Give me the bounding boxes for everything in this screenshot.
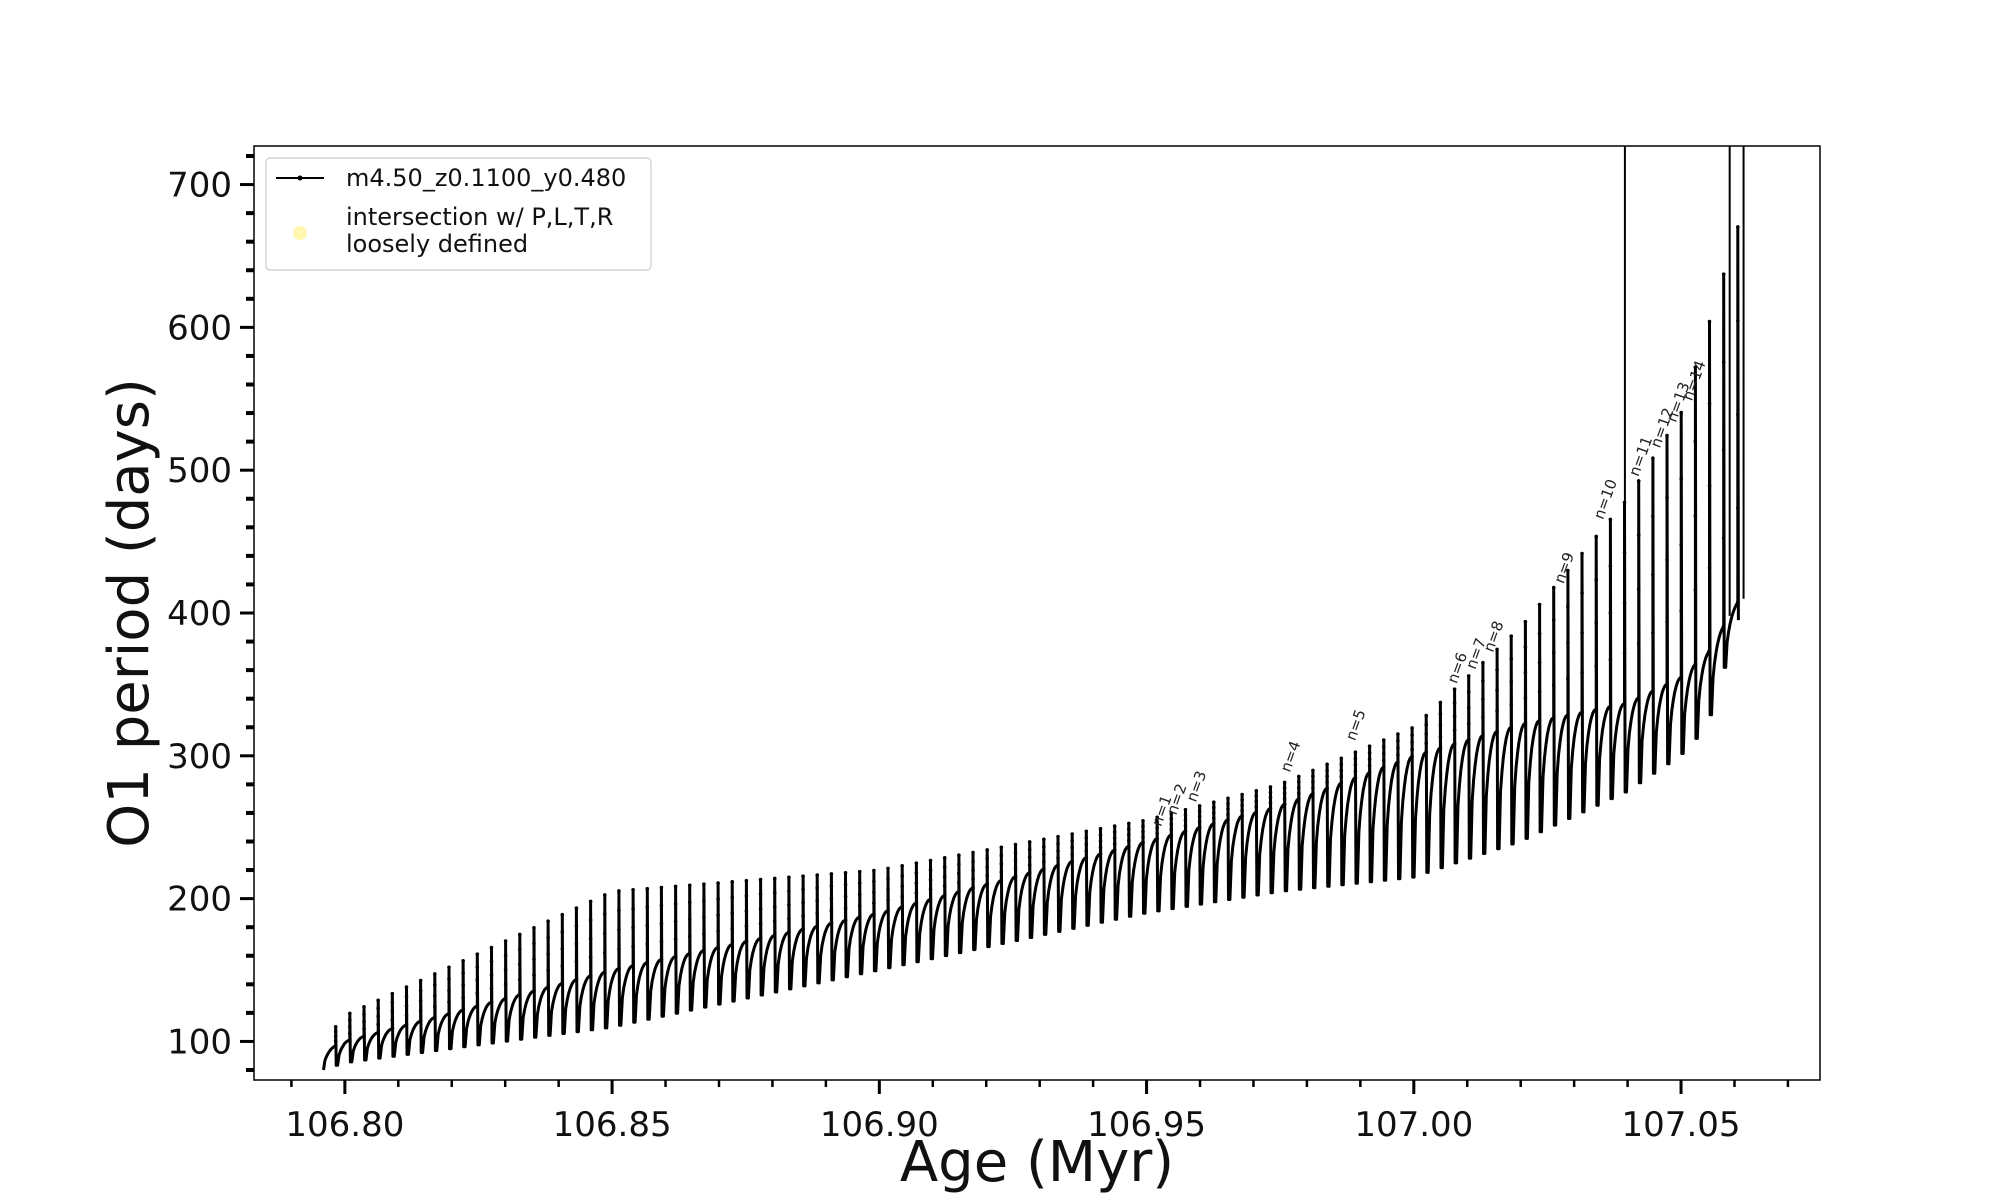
annotations-group: n=1n=2n=3n=4n=5n=6n=7n=8n=9n=10n=11n=12n… bbox=[1148, 358, 1710, 828]
x-tick-label: 107.05 bbox=[1622, 1105, 1741, 1145]
x-axis-label: Age (Myr) bbox=[900, 1130, 1174, 1195]
pulse-annotation: n=10 bbox=[1590, 477, 1621, 522]
legend-intersection-label-line2: loosely defined bbox=[346, 230, 528, 258]
y-tick-label: 600 bbox=[167, 308, 232, 348]
y-tick-label: 400 bbox=[167, 594, 232, 634]
pulse-annotation: n=8 bbox=[1480, 618, 1508, 654]
series-line-m4.50_z0.1100_y0.480 bbox=[322, 225, 1740, 1071]
legend-series-label: m4.50_z0.1100_y0.480 bbox=[346, 164, 626, 192]
x-tick-label: 106.80 bbox=[285, 1105, 404, 1145]
legend-intersection-marker bbox=[293, 226, 307, 240]
x-tick-label: 107.00 bbox=[1354, 1105, 1473, 1145]
x-tick-label: 106.85 bbox=[553, 1105, 672, 1145]
plot-frame bbox=[253, 145, 1821, 1081]
x-tick-label: 106.90 bbox=[820, 1105, 939, 1145]
y-tick-label: 300 bbox=[167, 737, 232, 777]
legend-line-dot bbox=[297, 175, 303, 181]
pulse-annotation: n=14 bbox=[1679, 358, 1710, 403]
x-tick-label: 106.95 bbox=[1087, 1105, 1206, 1145]
pulse-annotation: n=5 bbox=[1342, 707, 1370, 743]
y-axis-label: O1 period (days) bbox=[97, 378, 162, 848]
legend: m4.50_z0.1100_y0.480 intersection w/ P,L… bbox=[265, 157, 652, 271]
y-tick-label: 100 bbox=[167, 1022, 232, 1062]
y-axis: 100 200 300 400 500 600 700 bbox=[167, 153, 254, 1073]
y-tick-label: 700 bbox=[167, 166, 232, 206]
pulse-annotation: n=9 bbox=[1550, 550, 1578, 586]
y-tick-label: 200 bbox=[167, 880, 232, 920]
pulse-annotation: n=4 bbox=[1277, 738, 1305, 774]
y-tick-label: 500 bbox=[167, 451, 232, 491]
pulse-annotation: n=3 bbox=[1183, 768, 1211, 804]
x-axis: 106.80 106.85 106.90 106.95 107.00 107.05 bbox=[285, 1080, 1790, 1145]
legend-intersection-label: intersection w/ P,L,T,R bbox=[346, 203, 613, 231]
plot-series-group bbox=[322, 146, 1745, 1071]
legend-box bbox=[265, 157, 652, 271]
